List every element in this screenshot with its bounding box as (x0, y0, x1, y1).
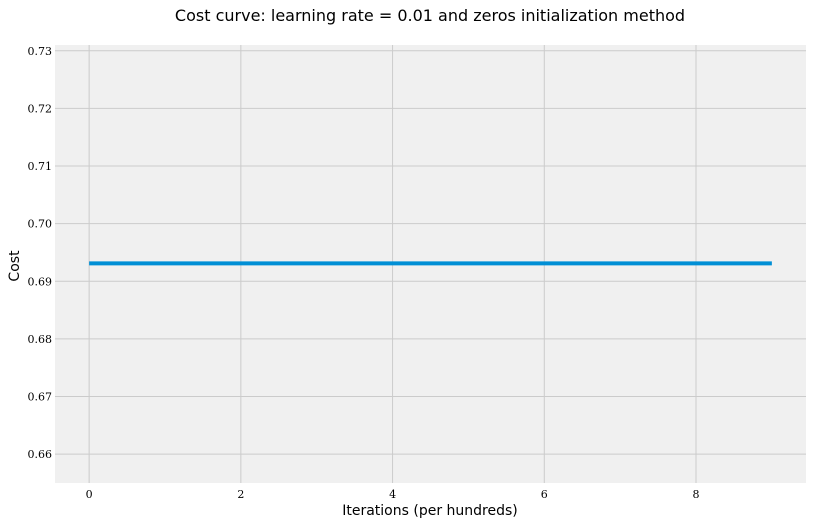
y-tick-label: 0.66 (28, 448, 53, 461)
y-tick-label: 0.71 (28, 160, 53, 173)
x-axis-label: Iterations (per hundreds) (342, 503, 518, 519)
x-tick-label: 8 (693, 488, 700, 501)
y-tick-labels: 0.66 0.67 0.68 0.69 0.70 0.71 0.72 0.73 (28, 45, 53, 461)
x-tick-label: 2 (237, 488, 244, 501)
x-tick-label: 6 (541, 488, 548, 501)
y-axis-label: Cost (7, 250, 23, 282)
chart-title: Cost curve: learning rate = 0.01 and zer… (175, 6, 685, 25)
y-tick-label: 0.67 (28, 391, 53, 404)
y-tick-label: 0.70 (28, 218, 53, 231)
y-tick-label: 0.73 (28, 45, 53, 58)
y-tick-label: 0.68 (28, 333, 53, 346)
y-grid (55, 50, 806, 455)
y-tick-label: 0.72 (28, 102, 53, 115)
x-tick-label: 0 (86, 488, 93, 501)
y-tick-label: 0.69 (28, 275, 53, 288)
x-tick-labels: 0 2 4 6 8 (86, 488, 700, 501)
x-tick-label: 4 (389, 488, 396, 501)
